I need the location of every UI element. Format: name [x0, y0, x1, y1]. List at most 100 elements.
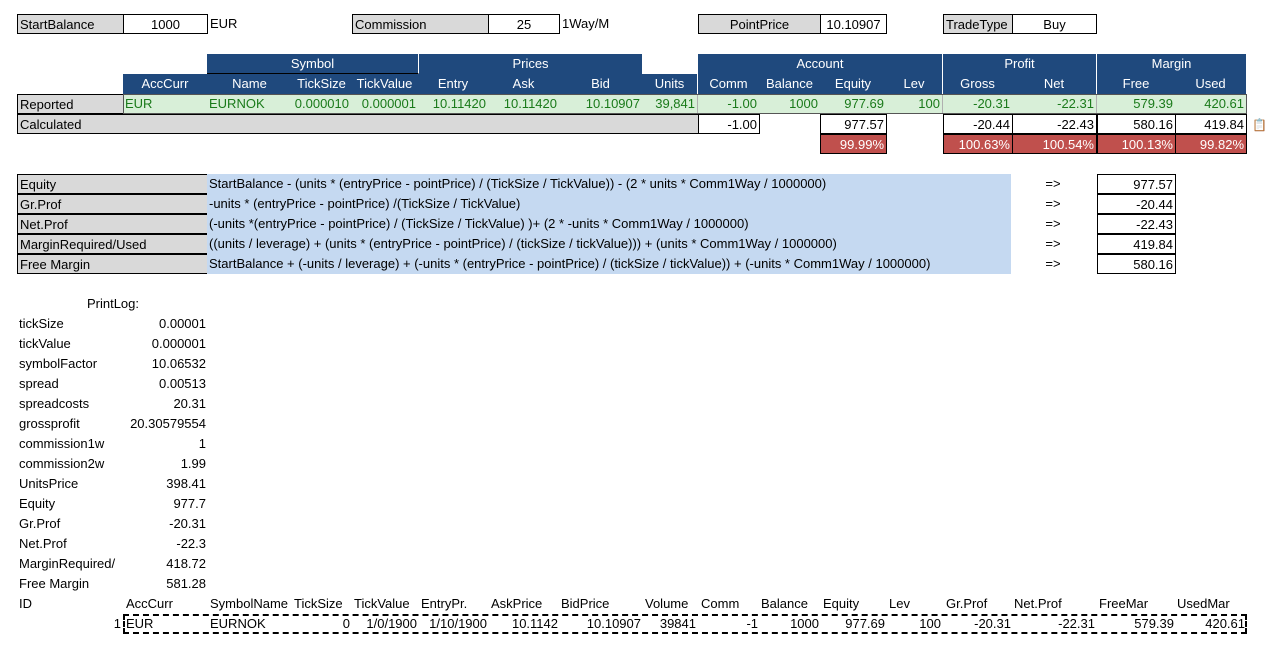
bottom-cell-entrypr[interactable]: 1/10/1900 [429, 616, 487, 631]
reported-used[interactable]: 420.61 [1175, 94, 1247, 114]
bottom-cell-askprice[interactable]: 10.1142 [511, 616, 558, 631]
pct-gross[interactable]: 100.63% [943, 134, 1013, 154]
bottom-cell-lev[interactable]: 100 [919, 616, 941, 631]
pct-net[interactable]: 100.54% [1012, 134, 1097, 154]
bottom-col-lev: Lev [889, 596, 910, 611]
bottom-col-askprice: AskPrice [491, 596, 543, 611]
row-label-reported: Reported [17, 94, 124, 114]
calculated-used[interactable]: 419.84 [1175, 114, 1247, 134]
reported-units[interactable]: 39,841 [642, 94, 698, 114]
bottom-col-balance: Balance [761, 596, 808, 611]
formula-arrow: => [1045, 176, 1061, 191]
bottom-col-usedmar: UsedMar [1177, 596, 1230, 611]
calculated-equity[interactable]: 977.57 [820, 114, 887, 134]
start-balance-label: StartBalance [17, 14, 124, 34]
col-net: Net [1012, 74, 1097, 94]
reported-comm[interactable]: -1.00 [698, 94, 760, 114]
col-bid: Bid [559, 74, 643, 94]
pct-used[interactable]: 99.82% [1175, 134, 1247, 154]
bottom-col-symbolname: SymbolName [210, 596, 289, 611]
paste-options-icon[interactable]: 📋 [1252, 118, 1267, 132]
bottom-cell-ticksize[interactable]: 0 [342, 616, 350, 631]
reported-free[interactable]: 579.39 [1097, 94, 1176, 114]
formula-expr-netprof[interactable]: (-units *(entryPrice - pointPrice) / (Ti… [207, 214, 1011, 234]
printlog-key: Equity [19, 496, 56, 511]
formula-result-margin-used[interactable]: 419.84 [1097, 234, 1176, 254]
printlog-key: tickSize [19, 316, 64, 331]
formula-expr-grprof[interactable]: -units * (entryPrice - pointPrice) /(Tic… [207, 194, 1011, 214]
bottom-cell-usedmar[interactable]: 420.61 [1205, 616, 1245, 631]
reported-bid[interactable]: 10.10907 [559, 94, 643, 114]
bottom-cell-freemar[interactable]: 579.39 [1134, 616, 1174, 631]
bottom-cell-equity[interactable]: 977.69 [845, 616, 885, 631]
printlog-value: 398.41 [166, 476, 206, 491]
formula-expr-equity[interactable]: StartBalance - (units * (entryPrice - po… [207, 174, 1011, 194]
commission-label: Commission [352, 14, 489, 34]
calculated-comm[interactable]: -1.00 [698, 114, 760, 134]
bottom-col-tickvalue: TickValue [354, 596, 410, 611]
col-ask: Ask [488, 74, 560, 94]
col-name: Name [207, 74, 293, 94]
bottom-cell-comm[interactable]: -1 [746, 616, 758, 631]
col-equity: Equity [820, 74, 887, 94]
formula-expr-margin-used[interactable]: ((units / leverage) + (units * (entryPri… [207, 234, 1011, 254]
copy-marquee-border [123, 614, 1247, 634]
bottom-cell-tickvalue[interactable]: 1/0/1900 [366, 616, 417, 631]
bottom-col-comm: Comm [701, 596, 740, 611]
reported-tickvalue[interactable]: 0.000001 [351, 94, 419, 114]
formula-name-equity: Equity [17, 174, 208, 194]
formula-result-free-margin[interactable]: 580.16 [1097, 254, 1176, 274]
formula-result-grprof[interactable]: -20.44 [1097, 194, 1176, 214]
bottom-cell-grprof[interactable]: -20.31 [974, 616, 1011, 631]
bottom-cell-netprof[interactable]: -22.31 [1058, 616, 1095, 631]
printlog-value: 0.00513 [159, 376, 206, 391]
col-used: Used [1175, 74, 1247, 94]
bottom-cell-bidprice[interactable]: 10.10907 [586, 616, 641, 631]
printlog-key: commission1w [19, 436, 105, 451]
reported-equity[interactable]: 977.69 [820, 94, 887, 114]
printlog-key: MarginRequired/ [19, 556, 116, 571]
reported-row-border [123, 94, 1247, 114]
formula-result-netprof[interactable]: -22.43 [1097, 214, 1176, 234]
formula-arrow: => [1045, 216, 1061, 231]
start-balance-input[interactable]: 1000 [123, 14, 208, 34]
point-price-input[interactable]: 10.10907 [820, 14, 887, 34]
printlog-key: Free Margin [19, 576, 90, 591]
commission-unit: 1Way/M [562, 16, 610, 31]
printlog-value: 20.30579554 [130, 416, 206, 431]
printlog-title: PrintLog: [86, 296, 140, 311]
printlog-value: 0.00001 [159, 316, 206, 331]
col-free: Free [1097, 74, 1176, 94]
printlog-value: -20.31 [169, 516, 206, 531]
bottom-col-bidprice: BidPrice [561, 596, 610, 611]
bottom-cell-balance[interactable]: 1000 [790, 616, 819, 631]
bottom-cell-acccurr[interactable]: EUR [126, 616, 154, 631]
group-prices: Prices [419, 54, 643, 74]
printlog-value: 20.31 [173, 396, 206, 411]
bottom-cell-volume[interactable]: 39841 [659, 616, 696, 631]
group-account: Account [698, 54, 943, 74]
printlog-value: 0.000001 [151, 336, 206, 351]
commission-input[interactable]: 25 [488, 14, 560, 34]
printlog-key: spread [19, 376, 59, 391]
bottom-cell-id[interactable]: 1 [113, 616, 121, 631]
reported-ticksize[interactable]: 0.000010 [292, 94, 352, 114]
formula-expr-free-margin[interactable]: StartBalance + (-units / leverage) + (-u… [207, 254, 1011, 274]
calculated-gross[interactable]: -20.44 [943, 114, 1013, 134]
pct-free[interactable]: 100.13% [1097, 134, 1176, 154]
calculated-net[interactable]: -22.43 [1012, 114, 1097, 134]
printlog-value: 581.28 [166, 576, 206, 591]
printlog-key: symbolFactor [19, 356, 98, 371]
reported-acccurr[interactable]: EUR [123, 94, 208, 114]
bottom-col-id: ID [19, 596, 32, 611]
printlog-key: grossprofit [19, 416, 80, 431]
reported-lev[interactable]: 100 [886, 94, 943, 114]
bottom-cell-symbolname[interactable]: EURNOK [210, 616, 266, 631]
printlog-value: -22.3 [176, 536, 206, 551]
calculated-free[interactable]: 580.16 [1097, 114, 1176, 134]
reported-net[interactable]: -22.31 [1012, 94, 1097, 114]
formula-result-equity[interactable]: 977.57 [1097, 174, 1176, 194]
trade-type-input[interactable]: Buy [1012, 14, 1097, 34]
pct-equity[interactable]: 99.99% [820, 134, 887, 154]
col-tickvalue: TickValue [351, 74, 419, 94]
